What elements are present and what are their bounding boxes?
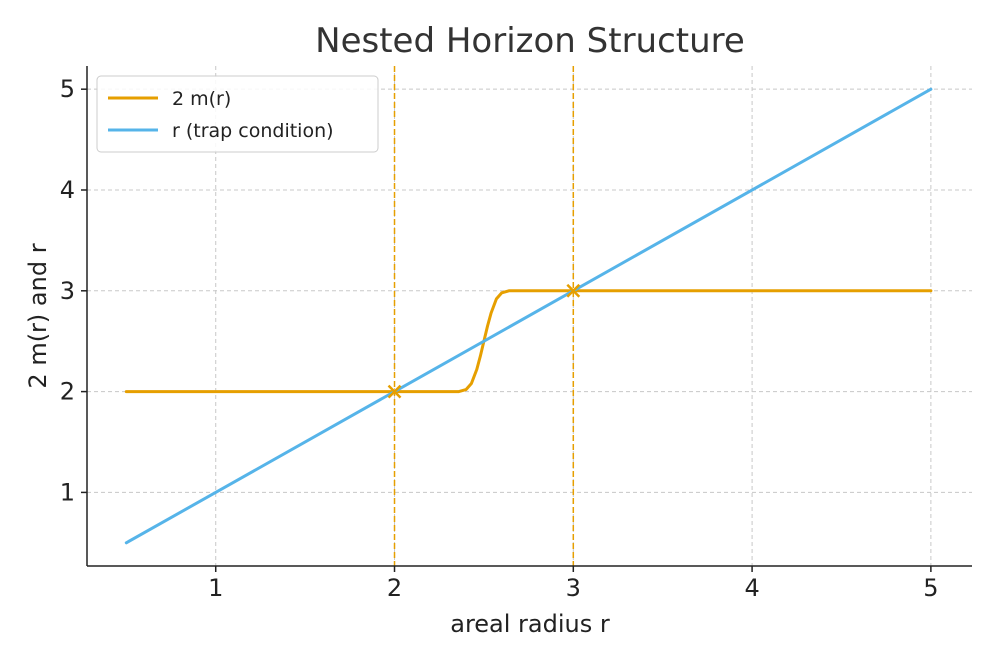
x-tick-label: 3	[566, 574, 581, 602]
legend-label-r: r (trap condition)	[172, 120, 334, 142]
y-tick-label: 5	[60, 75, 75, 103]
chart-title: Nested Horizon Structure	[315, 21, 745, 61]
series-lines	[124, 87, 933, 545]
ticks: 1 2 3 4 5 1 2 3 4 5	[60, 75, 939, 602]
horizon-marker	[566, 283, 581, 298]
horizon-markers	[387, 283, 581, 399]
y-tick-label: 3	[60, 277, 75, 305]
y-tick-label: 2	[60, 378, 75, 406]
series-line-r	[124, 87, 933, 545]
series-line-2m	[124, 289, 933, 394]
y-axis-label: 2 m(r) and r	[24, 243, 52, 388]
x-tick-label: 1	[208, 574, 223, 602]
y-tick-label: 4	[60, 176, 75, 204]
x-tick-label: 2	[387, 574, 402, 602]
y-tick-label: 1	[60, 478, 75, 506]
x-tick-label: 4	[744, 574, 759, 602]
x-axis-label: areal radius r	[450, 610, 610, 638]
legend: 2 m(r) r (trap condition)	[96, 75, 379, 153]
legend-box	[96, 75, 379, 153]
horizon-marker	[387, 384, 402, 399]
axes	[86, 66, 972, 567]
x-tick-label: 5	[923, 574, 938, 602]
horizon-vertical-lines	[393, 66, 575, 566]
legend-label-2m: 2 m(r)	[172, 88, 231, 110]
